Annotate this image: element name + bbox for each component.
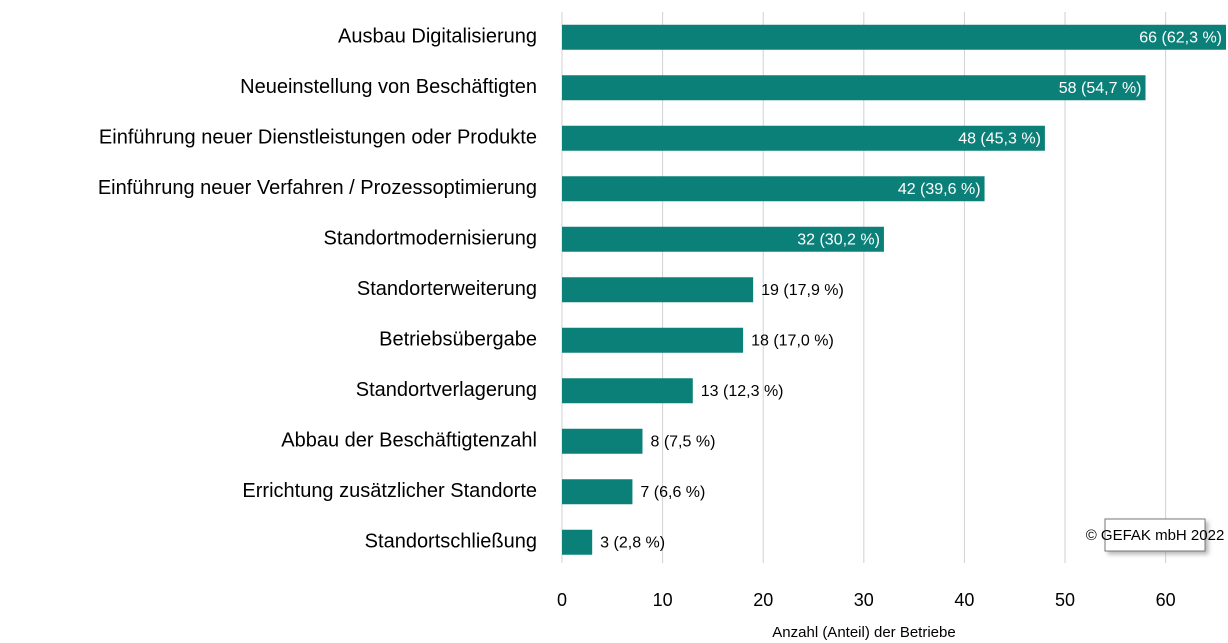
x-tick-label: 50: [1055, 590, 1075, 610]
bar: [562, 226, 884, 252]
value-label: 48 (45,3 %): [958, 130, 1041, 147]
bar: [562, 378, 693, 404]
bar: [562, 479, 633, 505]
bar: [562, 529, 593, 555]
value-label: 19 (17,9 %): [761, 282, 844, 299]
bar: [562, 75, 1146, 101]
annotation: © GEFAK mbH 2022: [1086, 527, 1225, 544]
value-label: 18 (17,0 %): [751, 332, 834, 349]
value-label: 42 (39,6 %): [898, 181, 981, 198]
category-label: Betriebsübergabe: [379, 329, 537, 351]
x-tick-label: 30: [854, 590, 874, 610]
category-label: Neueinstellung von Beschäftigten: [240, 76, 537, 98]
value-label: 32 (30,2 %): [797, 231, 880, 248]
x-tick-label: 10: [653, 590, 673, 610]
x-tick-label: 40: [954, 590, 974, 610]
category-label: Abbau der Beschäftigtenzahl: [281, 430, 537, 452]
value-label: 3 (2,8 %): [600, 534, 665, 551]
category-label: Errichtung zusätzlicher Standorte: [242, 480, 537, 502]
bar: [562, 428, 643, 454]
category-label: Standortschließung: [365, 531, 537, 553]
bar: [562, 125, 1045, 151]
category-label: Einführung neuer Verfahren / Prozessopti…: [98, 177, 537, 199]
x-tick-label: 0: [557, 590, 567, 610]
annotation-box: [1104, 518, 1206, 552]
x-tick-label: 60: [1156, 590, 1176, 610]
bar: [562, 277, 754, 303]
value-label: 7 (6,6 %): [640, 484, 705, 501]
category-label: Einführung neuer Dienstleistungen oder P…: [99, 127, 537, 149]
bar: [562, 327, 744, 353]
grid: 0 10 20 30 40 50 60: [557, 12, 1176, 610]
value-label: 66 (62,3 %): [1139, 29, 1222, 46]
value-label: 58 (54,7 %): [1059, 80, 1142, 97]
bar: [562, 176, 985, 202]
bar: [562, 24, 1226, 50]
value-label: 13 (12,3 %): [701, 383, 784, 400]
x-axis-label: Anzahl (Anteil) der Betriebe: [772, 624, 955, 641]
x-tick-label: 20: [753, 590, 773, 610]
category-label: Standortmodernisierung: [324, 228, 537, 250]
category-label: Standorterweiterung: [357, 278, 537, 300]
value-label: 8 (7,5 %): [650, 433, 715, 450]
category-label: Standortverlagerung: [356, 379, 537, 401]
category-label: Ausbau Digitalisierung: [338, 26, 537, 48]
bars: Ausbau Digitalisierung 66 (62,3 %) Neueins…: [98, 24, 1226, 555]
